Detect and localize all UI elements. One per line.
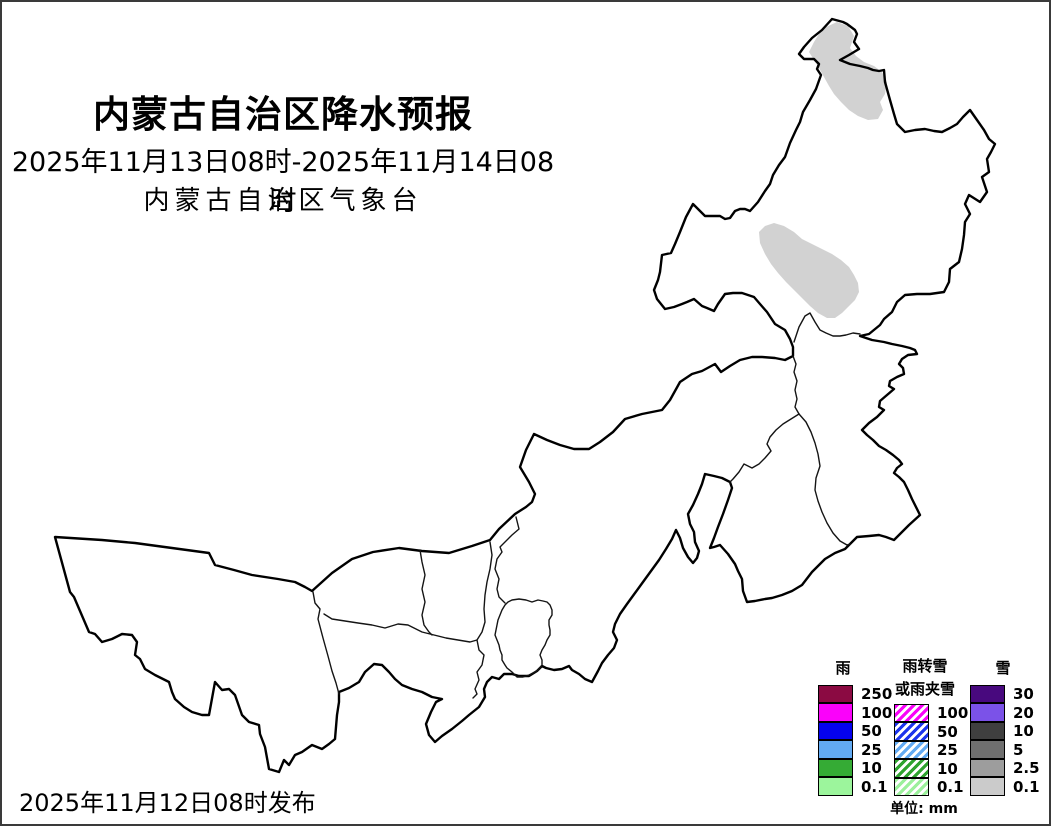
legend-value: 10: [937, 759, 958, 778]
internal-boundary: [419, 549, 433, 636]
legend-swatch: [970, 777, 1005, 796]
legend-row: 0.1: [970, 777, 1040, 797]
legend-row: 50: [818, 721, 892, 741]
legend-row: 0.1: [818, 777, 892, 797]
legend-value: 30: [1013, 685, 1034, 703]
legend-swatch: [818, 758, 853, 777]
legend-row: 100: [818, 703, 893, 723]
internal-boundary: [494, 598, 553, 678]
internal-boundary: [323, 613, 478, 643]
legend-swatch: [970, 721, 1005, 740]
legend-header-sleet: 雨转雪: [902, 657, 948, 675]
legend-value: 20: [1013, 703, 1034, 722]
precipitation-area-central: [759, 223, 859, 318]
legend-swatch-hatched: [894, 703, 929, 722]
legend-header-rain: 雨: [835, 659, 851, 677]
legend-swatch-hatched: [894, 740, 929, 759]
legend-value: 250: [861, 685, 893, 703]
legend-row: 50: [894, 722, 968, 742]
legend-value: 100: [861, 703, 893, 722]
legend-value: 25: [937, 741, 958, 759]
legend-row: 250: [818, 684, 893, 704]
legend-value: 10: [1013, 722, 1034, 740]
legend-header-snow: 雪: [995, 659, 1011, 677]
legend-swatch-hatched: [894, 759, 929, 778]
legend-value: 25: [861, 740, 882, 759]
internal-boundary: [793, 312, 861, 343]
internal-boundary: [792, 355, 800, 415]
legend-value: 2.5: [1013, 759, 1040, 777]
legend-row: 10: [970, 721, 1040, 741]
legend-value: 0.1: [937, 778, 964, 796]
legend-row: 10: [818, 758, 892, 778]
legend-swatch: [818, 777, 853, 796]
legend-row: 2.5: [970, 758, 1040, 778]
forecast-period: 2025年11月13日08时-2025年11月14日08时: [11, 147, 555, 217]
legend-header-sleet-2: 或雨夹雪: [894, 680, 955, 698]
legend-swatch: [818, 740, 853, 759]
map-title: 内蒙古自治区降水预报: [93, 93, 473, 136]
legend-value: 100: [937, 704, 969, 722]
legend-value: 50: [937, 722, 958, 741]
legend-column-rain: 250 100 50 25 10 0.1: [818, 684, 893, 797]
internal-boundary: [312, 591, 340, 695]
legend-swatch: [970, 703, 1005, 722]
legend-column-snow: 30 20 10 5 2.5 0.1: [970, 684, 1040, 797]
internal-boundaries: [312, 312, 861, 699]
agency-name: 内蒙古自治区气象台: [143, 186, 423, 216]
internal-boundary: [472, 541, 493, 699]
legend-swatch: [970, 758, 1005, 777]
legend-swatch-hatched: [894, 722, 929, 741]
legend-swatch: [818, 721, 853, 740]
legend-row: 20: [970, 703, 1040, 723]
legend-value: 50: [861, 722, 882, 740]
legend-swatch: [818, 684, 853, 703]
legend-swatch: [970, 740, 1005, 759]
legend-value: 10: [861, 759, 882, 777]
internal-boundary: [494, 516, 520, 604]
legend-value: 5: [1013, 740, 1024, 759]
precipitation-area-north: [809, 22, 887, 120]
legend-swatch: [970, 684, 1005, 703]
map-outline: [53, 17, 997, 774]
legend-row: 10: [894, 759, 968, 779]
legend-swatch-hatched: [894, 777, 929, 796]
issue-time: 2025年11月12日08时发布: [19, 789, 316, 817]
internal-boundary: [798, 413, 851, 546]
legend-unit-label: 单位: mm: [890, 801, 958, 817]
legend-row: 0.1: [894, 777, 968, 797]
legend-value: 0.1: [1013, 777, 1040, 796]
legend-swatch: [818, 703, 853, 722]
legend-row: 25: [894, 740, 968, 760]
legend-column-sleet: 100 50 25 10 0.1: [894, 703, 969, 797]
legend-value: 0.1: [861, 777, 888, 796]
legend-row: 100: [894, 703, 969, 723]
legend-row: 30: [970, 684, 1040, 704]
legend-row: 25: [818, 740, 892, 760]
legend-row: 5: [970, 740, 1040, 760]
internal-boundary: [729, 413, 800, 483]
